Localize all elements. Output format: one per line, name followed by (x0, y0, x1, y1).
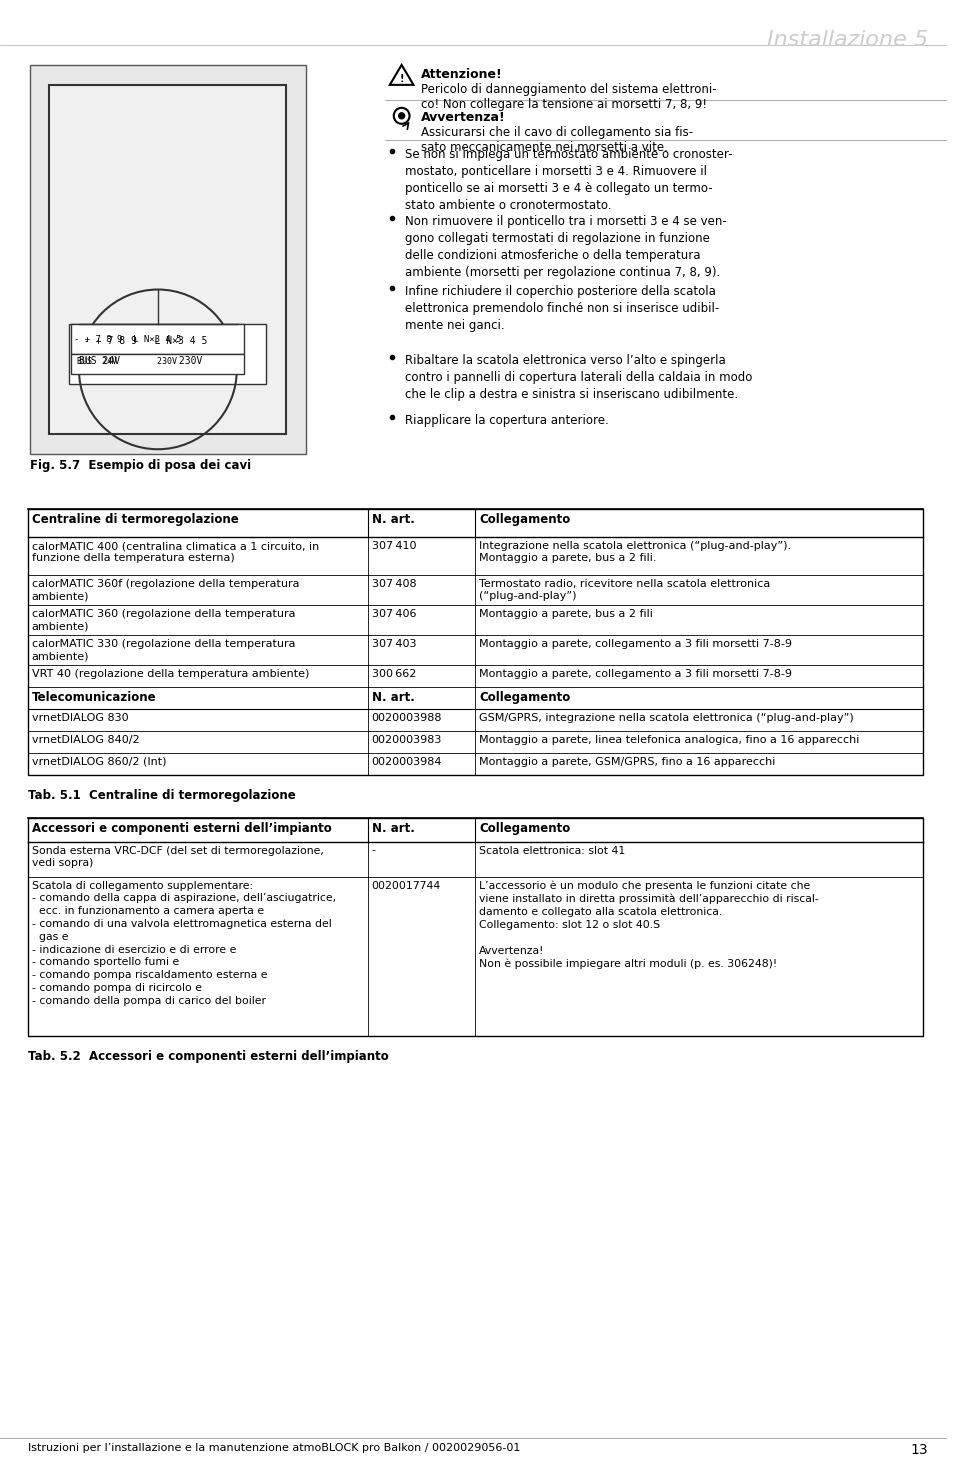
Text: 300 662: 300 662 (372, 669, 416, 679)
Text: Pericolo di danneggiamento del sistema elettroni-
co! Non collegare la tensione : Pericolo di danneggiamento del sistema e… (421, 83, 717, 111)
Text: 307 410: 307 410 (372, 542, 417, 550)
Text: N. art.: N. art. (372, 691, 415, 704)
Text: vrnetDIALOG 830: vrnetDIALOG 830 (32, 712, 129, 723)
Text: Infine richiudere il coperchio posteriore della scatola
elettronica premendolo f: Infine richiudere il coperchio posterior… (404, 285, 719, 331)
Circle shape (212, 336, 218, 343)
Text: -: - (372, 845, 375, 856)
Circle shape (102, 336, 108, 343)
Text: Installazione 5: Installazione 5 (766, 31, 927, 50)
Text: calorMATIC 360f (regolazione della temperatura
ambiente): calorMATIC 360f (regolazione della tempe… (32, 580, 300, 602)
Text: VRT 40 (regolazione della temperatura ambiente): VRT 40 (regolazione della temperatura am… (32, 669, 309, 679)
Circle shape (117, 336, 123, 343)
Circle shape (133, 336, 139, 343)
Text: Se non si impiega un termostato ambiente o cronoster-
mostato, ponticellare i mo: Se non si impiega un termostato ambiente… (404, 147, 732, 212)
Text: 0020003988: 0020003988 (372, 712, 443, 723)
Text: 13: 13 (910, 1442, 927, 1457)
Text: 307 408: 307 408 (372, 580, 417, 588)
Text: N. art.: N. art. (372, 822, 415, 835)
Text: 307 406: 307 406 (372, 609, 417, 619)
Text: 0020003984: 0020003984 (372, 756, 443, 766)
Circle shape (228, 336, 234, 343)
Bar (71, 324, 244, 355)
Text: calorMATIC 360 (regolazione della temperatura
ambiente): calorMATIC 360 (regolazione della temper… (32, 609, 295, 631)
Text: Integrazione nella scatola elettronica (“plug-and-play”).
Montaggio a parete, bu: Integrazione nella scatola elettronica (… (479, 542, 791, 564)
Text: Ribaltare la scatola elettronica verso l’alto e spingerla
contro i pannelli di c: Ribaltare la scatola elettronica verso l… (404, 355, 752, 402)
Circle shape (398, 112, 404, 118)
Bar (28, 510, 923, 775)
Circle shape (180, 336, 186, 343)
Text: vrnetDIALOG 840/2: vrnetDIALOG 840/2 (32, 734, 139, 745)
Polygon shape (390, 64, 414, 85)
Text: vrnetDIALOG 860/2 (Int): vrnetDIALOG 860/2 (Int) (32, 756, 166, 766)
Text: Scatola di collegamento supplementare:
- comando della cappa di aspirazione, del: Scatola di collegamento supplementare: -… (32, 880, 336, 1006)
Circle shape (165, 336, 171, 343)
Text: Attenzione!: Attenzione! (421, 67, 503, 80)
Text: 0020017744: 0020017744 (372, 880, 441, 891)
Text: BUS 24V          230V: BUS 24V 230V (79, 356, 203, 366)
Text: L’accessorio è un modulo che presenta le funzioni citate che
viene installato in: L’accessorio è un modulo che presenta le… (479, 880, 819, 969)
Text: - + 7 8 9  L N×3 4 5: - + 7 8 9 L N×3 4 5 (74, 336, 181, 345)
Circle shape (149, 336, 155, 343)
Text: GSM/GPRS, integrazione nella scatola elettronica (“plug-and-play”): GSM/GPRS, integrazione nella scatola ele… (479, 712, 853, 723)
Text: calorMATIC 330 (regolazione della temperatura
ambiente): calorMATIC 330 (regolazione della temper… (32, 639, 295, 661)
Text: - + 7 8 9   L N×3 4 5: - + 7 8 9 L N×3 4 5 (84, 336, 207, 346)
Text: Accessori e componenti esterni dell’impianto: Accessori e componenti esterni dell’impi… (32, 822, 331, 835)
Bar (49, 85, 286, 434)
Text: Avvertenza!: Avvertenza! (421, 111, 506, 124)
Text: Riapplicare la copertura anteriore.: Riapplicare la copertura anteriore. (404, 415, 609, 428)
Text: 0020003983: 0020003983 (372, 734, 442, 745)
Text: Montaggio a parete, linea telefonica analogica, fino a 16 apparecchi: Montaggio a parete, linea telefonica ana… (479, 734, 859, 745)
Text: Montaggio a parete, GSM/GPRS, fino a 16 apparecchi: Montaggio a parete, GSM/GPRS, fino a 16 … (479, 756, 776, 766)
Text: Montaggio a parete, collegamento a 3 fili morsetti 7-8-9: Montaggio a parete, collegamento a 3 fil… (479, 669, 792, 679)
Text: Sonda esterna VRC-DCF (del set di termoregolazione,
vedi sopra): Sonda esterna VRC-DCF (del set di termor… (32, 845, 324, 869)
Circle shape (85, 336, 92, 343)
Bar (30, 64, 306, 454)
Text: Montaggio a parete, collegamento a 3 fili morsetti 7-8-9: Montaggio a parete, collegamento a 3 fil… (479, 639, 792, 648)
Bar (28, 818, 923, 1037)
Text: Termostato radio, ricevitore nella scatola elettronica
(“plug-and-play”): Termostato radio, ricevitore nella scato… (479, 580, 770, 602)
Text: Collegamento: Collegamento (479, 691, 570, 704)
Text: !: ! (399, 74, 404, 83)
Bar (28, 818, 923, 841)
Text: Assicurarsi che il cavo di collegamento sia fis-
sato meccanicamente nei morsett: Assicurarsi che il cavo di collegamento … (421, 126, 693, 153)
Bar (69, 324, 267, 384)
Text: Montaggio a parete, bus a 2 fili: Montaggio a parete, bus a 2 fili (479, 609, 653, 619)
Text: Istruzioni per l’installazione e la manutenzione atmoBLOCK pro Balkon / 00200290: Istruzioni per l’installazione e la manu… (28, 1442, 520, 1453)
Text: 307 403: 307 403 (372, 639, 417, 648)
Bar (71, 355, 244, 374)
Text: Centraline di termoregolazione: Centraline di termoregolazione (32, 512, 238, 526)
Text: Tab. 5.1  Centraline di termoregolazione: Tab. 5.1 Centraline di termoregolazione (28, 788, 296, 802)
Text: Tab. 5.2  Accessori e componenti esterni dell’impianto: Tab. 5.2 Accessori e componenti esterni … (28, 1050, 389, 1063)
Text: N. art.: N. art. (372, 512, 415, 526)
Text: BUS  24V        230V: BUS 24V 230V (77, 358, 177, 366)
Circle shape (197, 336, 203, 343)
Bar (28, 510, 923, 537)
Text: Telecomunicazione: Telecomunicazione (32, 691, 156, 704)
Text: Scatola elettronica: slot 41: Scatola elettronica: slot 41 (479, 845, 625, 856)
Text: Collegamento: Collegamento (479, 822, 570, 835)
Text: Fig. 5.7  Esempio di posa dei cavi: Fig. 5.7 Esempio di posa dei cavi (30, 460, 251, 472)
Text: Collegamento: Collegamento (479, 512, 570, 526)
Text: Non rimuovere il ponticello tra i morsetti 3 e 4 se ven-
gono collegati termosta: Non rimuovere il ponticello tra i morset… (404, 215, 727, 279)
Text: calorMATIC 400 (centralina climatica a 1 circuito, in
funzione della temperatura: calorMATIC 400 (centralina climatica a 1… (32, 542, 319, 564)
